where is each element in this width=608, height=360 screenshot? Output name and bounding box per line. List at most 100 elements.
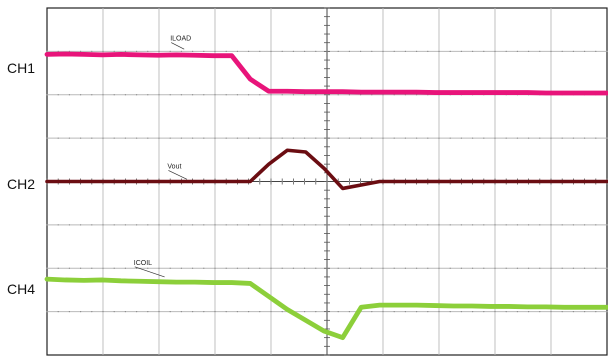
- grid-dot: [449, 311, 451, 313]
- grid-dot: [360, 267, 362, 269]
- grid-dot: [438, 311, 440, 313]
- grid-dot: [606, 50, 608, 52]
- grid-dot: [449, 137, 451, 139]
- grid-dot: [315, 94, 317, 96]
- grid-dot: [248, 50, 250, 52]
- grid-dot: [225, 267, 227, 269]
- grid-dot: [438, 137, 440, 139]
- grid-dot: [68, 137, 70, 139]
- grid-dot: [136, 267, 138, 269]
- grid-dot: [516, 267, 519, 269]
- grid-dot: [102, 137, 104, 139]
- grid-dot: [438, 50, 440, 52]
- grid-dot: [348, 50, 350, 52]
- grid-dot: [91, 137, 93, 139]
- grid-dot: [80, 267, 82, 269]
- grid-dot: [460, 267, 462, 269]
- grid-dot: [225, 137, 227, 139]
- trace-icoil: [44, 276, 608, 341]
- grid-dot: [124, 224, 126, 226]
- grid-dot: [550, 311, 552, 313]
- grid-dot: [315, 137, 317, 139]
- grid-dot: [326, 267, 328, 269]
- grid-dot: [382, 311, 384, 313]
- grid-dot: [225, 50, 227, 52]
- grid-dot: [572, 137, 575, 139]
- grid-dot: [270, 311, 272, 313]
- grid-dot: [315, 180, 317, 183]
- grid-dot: [304, 224, 306, 226]
- grid-dot: [113, 137, 115, 139]
- grid-dot: [584, 224, 586, 226]
- grid-dot: [539, 50, 541, 52]
- grid-dot: [147, 224, 149, 226]
- grid-dot: [572, 224, 575, 226]
- grid-dot: [281, 137, 283, 139]
- grid-dot: [595, 137, 597, 139]
- grid-dot: [214, 94, 216, 96]
- grid-dot: [136, 137, 138, 139]
- grid-dot: [382, 50, 384, 52]
- grid-dot: [348, 94, 350, 96]
- grid-dot: [236, 311, 238, 313]
- grid-dot: [80, 94, 82, 96]
- grid-dot: [360, 224, 362, 226]
- grid-dot: [102, 267, 104, 269]
- grid-dot: [427, 224, 429, 226]
- grid-dot: [606, 267, 608, 269]
- grid-dot: [292, 180, 294, 183]
- grid-dot: [214, 267, 216, 269]
- grid-dot: [102, 50, 104, 52]
- grid-dot: [572, 311, 575, 313]
- grid-dot: [68, 224, 70, 226]
- grid-dot: [606, 224, 608, 226]
- grid-dot: [404, 137, 406, 139]
- grid-dot: [57, 224, 59, 226]
- traces: [44, 51, 608, 341]
- ch4-label: CH4: [7, 281, 36, 297]
- grid-dot: [371, 224, 373, 226]
- grid-dot: [259, 137, 261, 139]
- grid-dot: [113, 267, 115, 269]
- grid-dot: [169, 137, 171, 139]
- grid-dot: [292, 94, 294, 96]
- grid-dot: [393, 137, 395, 139]
- grid-dot: [270, 137, 272, 139]
- grid-dot: [315, 50, 317, 52]
- grid-dot: [259, 94, 261, 96]
- grid-dot: [270, 50, 272, 52]
- grid-dot: [404, 50, 406, 52]
- grid-dot: [382, 224, 384, 226]
- grid-dot: [494, 137, 496, 139]
- grid-dot: [192, 94, 194, 96]
- grid-dot: [427, 50, 429, 52]
- grid-dot: [68, 311, 70, 313]
- grid-dot: [203, 137, 205, 139]
- grid-dot: [494, 50, 496, 52]
- grid-dot: [348, 224, 350, 226]
- grid-dot: [304, 180, 306, 183]
- grid-dot: [203, 224, 205, 226]
- grid-dot: [46, 94, 48, 96]
- grid-dot: [57, 137, 59, 139]
- grid-dot: [113, 50, 115, 52]
- grid-dot: [371, 267, 373, 269]
- grid-dot: [102, 224, 104, 226]
- grid-dot: [248, 224, 250, 226]
- grid-dot: [584, 137, 586, 139]
- grid-dot: [516, 311, 519, 313]
- grid-dot: [584, 267, 586, 269]
- grid-dot: [270, 224, 272, 226]
- trace-label-iload: ILOAD: [170, 36, 191, 43]
- grid-dot: [91, 311, 93, 313]
- grid-dot: [225, 311, 227, 313]
- trace-label-vout: Vout: [167, 163, 181, 170]
- grid-dot: [46, 224, 48, 226]
- grid-dot: [505, 224, 507, 226]
- grid-dot: [259, 311, 261, 313]
- grid-dot: [46, 267, 48, 269]
- grid-dot: [147, 137, 149, 139]
- grid-dot: [460, 50, 462, 52]
- grid-dot: [438, 224, 440, 226]
- grid-dot: [124, 311, 126, 313]
